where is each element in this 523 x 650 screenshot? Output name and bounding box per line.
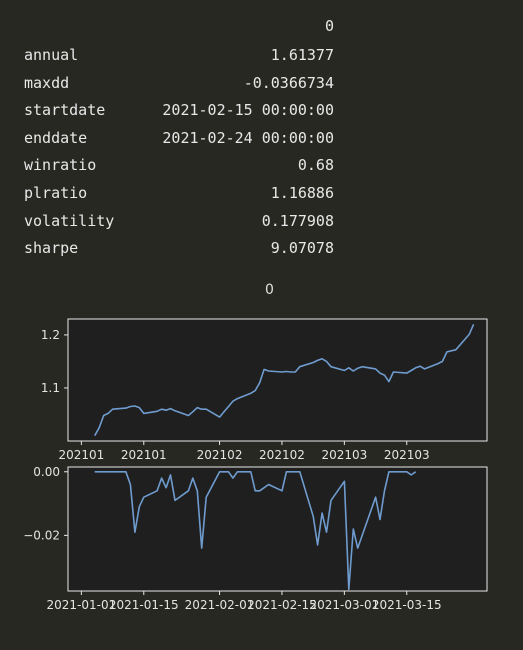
stats-value: 1.16886 <box>270 184 334 202</box>
x-tick-label: 2021-03-01 <box>309 598 379 612</box>
y-tick-label: 1.1 <box>41 381 60 395</box>
stats-row-annual: annual 1.61377 <box>0 45 523 73</box>
x-tick-label: 202102 <box>197 448 243 462</box>
x-tick-label: 202101 <box>58 448 104 462</box>
stats-row-winratio: winratio 0.68 <box>0 155 523 183</box>
stats-value: -0.0366734 <box>243 73 334 92</box>
stats-label: annual <box>24 46 79 64</box>
stats-label: plratio <box>24 184 88 202</box>
series-line-0 <box>94 470 417 591</box>
series-line-0 <box>94 323 475 437</box>
stats-value: 1.61377 <box>270 46 334 64</box>
y-tick-label: −0.02 <box>23 528 60 542</box>
x-tick-label: 2021-01-01 <box>46 598 116 612</box>
stats-label: maxdd <box>24 73 70 92</box>
stats-row-sharpe: sharpe 9.07078 <box>0 238 523 266</box>
stats-value: 9.07078 <box>270 239 334 258</box>
stats-label: enddate <box>24 128 88 147</box>
x-tick-label: 2021-01-15 <box>109 598 179 612</box>
plot-area <box>67 318 488 442</box>
stats-row-volatility: volatility 0.177908 <box>0 211 523 239</box>
stats-row-startdate: startdate 2021-02-15 00:00:00 <box>0 100 523 128</box>
stats-label: startdate <box>24 101 106 120</box>
y-tick-label: 0.00 <box>33 465 60 479</box>
y-tick-label: 1.2 <box>41 328 60 342</box>
stats-row-maxdd: maxdd -0.0366734 <box>0 73 523 101</box>
x-tick-label: 202103 <box>321 448 367 462</box>
stats-value: 2021-02-15 00:00:00 <box>162 101 334 120</box>
stats-row-enddate: enddate 2021-02-24 00:00:00 <box>0 128 523 156</box>
stats-label: volatility <box>24 211 115 230</box>
chart-title: 0 <box>265 282 274 298</box>
x-tick-label: 2021-02-15 <box>247 598 317 612</box>
x-tick-label: 202102 <box>259 448 305 462</box>
stats-value: 0.68 <box>297 156 334 175</box>
stats-value: 0.177908 <box>261 211 334 230</box>
table-column-header: 0 <box>324 17 334 35</box>
cumulative-return-chart: 1.1 1.2 202101 202101 202102 202102 202103 2021… <box>41 318 488 462</box>
x-tick-label: 202101 <box>121 448 167 462</box>
stats-label: sharpe <box>24 239 79 258</box>
x-tick-label: 2021-02-01 <box>185 598 255 612</box>
stats-label: winratio <box>24 156 97 175</box>
plot-area <box>67 466 488 592</box>
x-tick-label: 2021-03-15 <box>372 598 442 612</box>
stats-row-plratio: plratio 1.16886 <box>0 183 523 211</box>
stats-value: 2021-02-24 00:00:00 <box>162 128 334 147</box>
x-tick-label: 202103 <box>384 448 430 462</box>
